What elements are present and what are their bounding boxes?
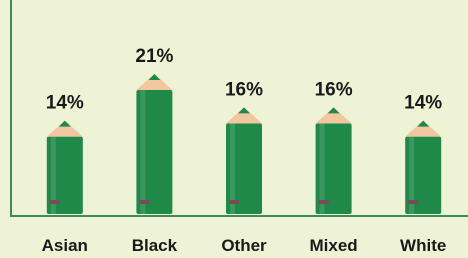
- chart: 14% Asian 21% Black 16% Other 16% Mixed 14% White: [0, 0, 468, 258]
- pencil-bar: [226, 107, 262, 214]
- pencil-bar: [136, 74, 172, 214]
- pencil-bar: [316, 107, 352, 214]
- pencil-band: [50, 200, 60, 204]
- value-label: 21%: [135, 46, 173, 67]
- value-label: 16%: [315, 79, 353, 100]
- page: 14% Asian 21% Black 16% Other 16% Mixed 14% White…: [0, 0, 468, 258]
- pencil-band: [319, 200, 329, 204]
- pencil-bar: [47, 121, 83, 214]
- x-tick-label: White: [400, 236, 446, 255]
- x-tick-label: Mixed: [310, 236, 358, 255]
- pencil-band: [139, 200, 149, 204]
- pencil-bar: [405, 121, 441, 214]
- value-label: 14%: [46, 93, 84, 114]
- x-tick-label: Black: [132, 236, 178, 255]
- value-label: 16%: [225, 79, 263, 100]
- pencil-band: [408, 200, 418, 204]
- pencil-band: [229, 200, 239, 204]
- x-tick-label: Asian: [42, 236, 88, 255]
- pencil-shade: [140, 90, 145, 214]
- value-label: 14%: [404, 93, 442, 114]
- x-tick-label: Other: [221, 236, 267, 255]
